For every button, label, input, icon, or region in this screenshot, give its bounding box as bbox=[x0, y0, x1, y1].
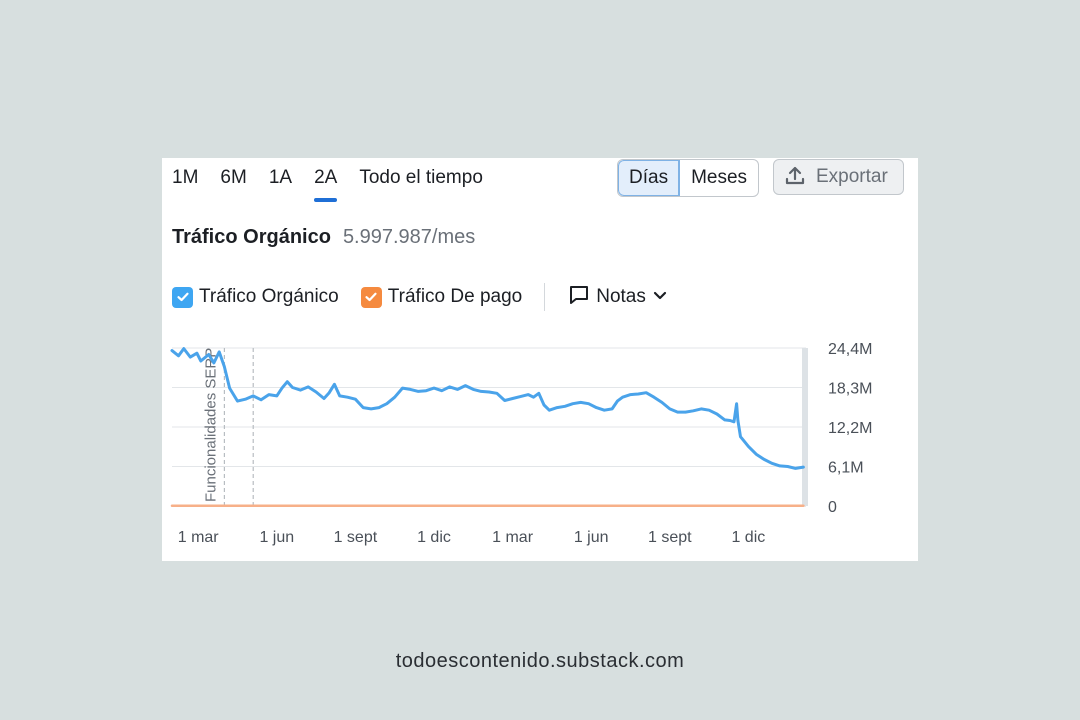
legend-divider bbox=[544, 283, 546, 311]
upload-icon bbox=[784, 164, 806, 191]
x-tick-label: 1 dic bbox=[731, 529, 765, 546]
legend-item-organic[interactable]: Tráfico Orgánico bbox=[172, 286, 339, 308]
x-tick-label: 1 dic bbox=[417, 529, 451, 546]
tab-6m[interactable]: 6M bbox=[220, 167, 247, 188]
y-tick-label: 24,4M bbox=[828, 341, 872, 358]
annotation-label: Funcionalidades SERP bbox=[202, 348, 219, 502]
tab-1m[interactable]: 1M bbox=[172, 167, 199, 188]
range-tabs: 1M 6M 1A 2A Todo el tiempo bbox=[172, 166, 505, 202]
checkbox-paid[interactable] bbox=[360, 286, 382, 308]
export-label: Exportar bbox=[816, 166, 888, 187]
export-button[interactable]: Exportar bbox=[773, 159, 904, 195]
traffic-chart: 24,4M 18,3M 12,2M 6,1M 0 1 mar 1 jun 1 sept 1 di… bbox=[170, 341, 872, 546]
tab-2a[interactable]: 2A bbox=[314, 166, 338, 202]
check-icon bbox=[176, 292, 189, 302]
tab-todo-el-tiempo[interactable]: Todo el tiempo bbox=[359, 167, 483, 188]
chart-edge-bar bbox=[802, 348, 808, 506]
legend: Tráfico Orgánico Tráfico De pago Notas bbox=[172, 283, 669, 311]
series-line-organic bbox=[170, 347, 805, 470]
x-tick-label: 1 sept bbox=[334, 529, 378, 546]
comment-icon bbox=[567, 283, 591, 312]
notes-dropdown[interactable]: Notas bbox=[567, 283, 669, 312]
metric-value: 5.997.987/mes bbox=[342, 226, 476, 248]
chart-card: 1M 6M 1A 2A Todo el tiempo Días Meses Ex… bbox=[162, 158, 918, 561]
x-tick-label: 1 jun bbox=[574, 529, 609, 546]
y-tick-label: 0 bbox=[828, 499, 837, 516]
checkbox-organic[interactable] bbox=[172, 286, 193, 308]
x-tick-label: 1 sept bbox=[648, 529, 692, 546]
legend-item-paid[interactable]: Tráfico De pago bbox=[360, 286, 523, 308]
legend-label-paid: Tráfico De pago bbox=[387, 286, 523, 307]
tab-1a[interactable]: 1A bbox=[268, 167, 293, 188]
legend-label-organic: Tráfico Orgánico bbox=[199, 286, 339, 307]
footer-url: todoescontenido.substack.com bbox=[395, 650, 685, 672]
meses-button[interactable]: Meses bbox=[691, 167, 748, 188]
x-tick-label: 1 mar bbox=[492, 529, 534, 546]
page-title: Tráfico Orgánico bbox=[172, 226, 331, 248]
dias-button[interactable]: Días bbox=[618, 160, 681, 196]
chevron-down-icon bbox=[651, 286, 669, 309]
notes-label: Notas bbox=[596, 286, 646, 307]
x-tick-label: 1 mar bbox=[178, 529, 220, 546]
y-tick-label: 6,1M bbox=[828, 460, 864, 477]
title-row: Tráfico Orgánico 5.997.987/mes bbox=[172, 226, 475, 249]
x-tick-label: 1 jun bbox=[259, 529, 294, 546]
y-tick-label: 18,3M bbox=[828, 381, 872, 398]
check-icon bbox=[365, 292, 377, 302]
granularity-toggle: Días Meses bbox=[617, 159, 760, 197]
y-tick-label: 12,2M bbox=[828, 420, 872, 437]
